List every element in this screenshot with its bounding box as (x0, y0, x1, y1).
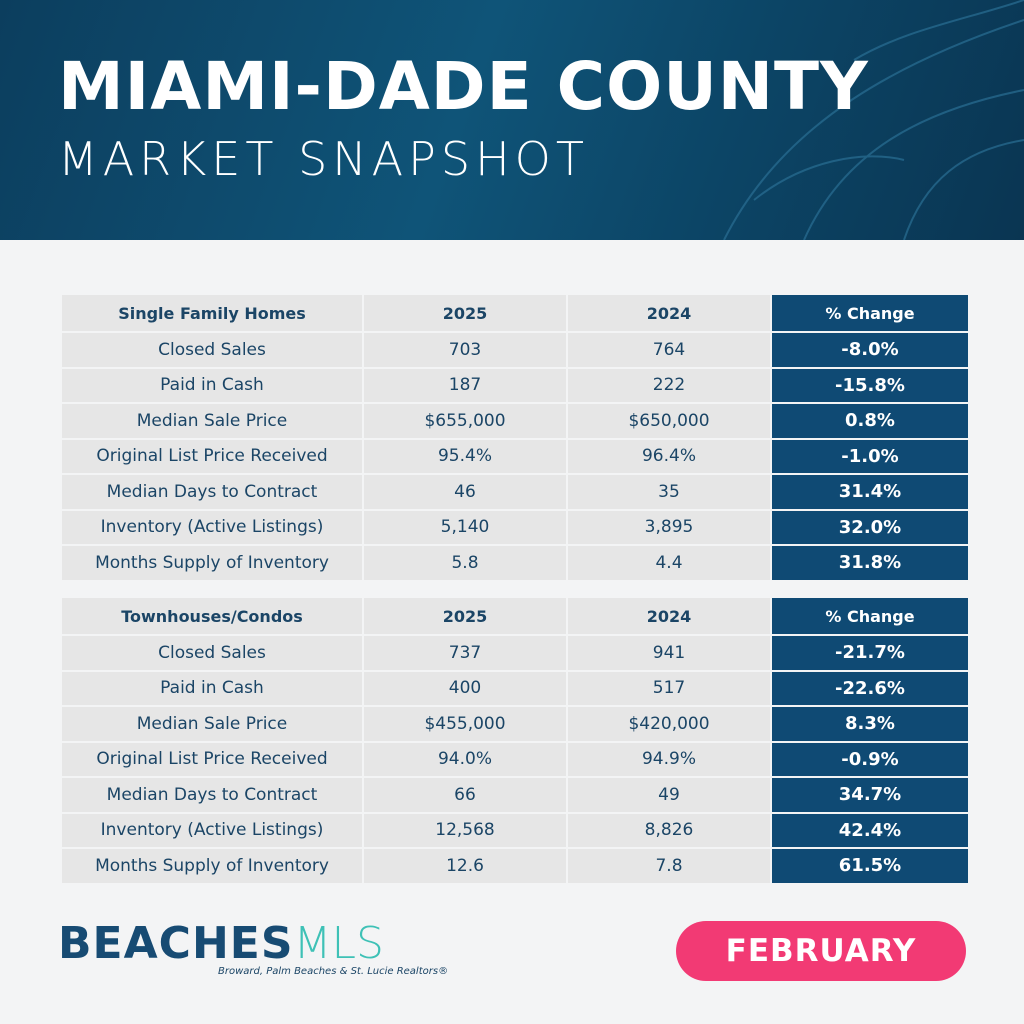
pct-change: 8.3% (772, 707, 968, 741)
value-2025: 94.0% (364, 742, 566, 776)
value-2025: 703 (364, 333, 566, 367)
table-row: Original List Price Received 94.0% 94.9% -0… (62, 742, 968, 776)
value-2025: 5,140 (364, 510, 566, 544)
table-row: Inventory (Active Listings) 5,140 3,895 32.… (62, 510, 968, 544)
header-2025: 2025 (364, 598, 566, 634)
pct-change: 61.5% (772, 849, 968, 883)
table-row: Median Sale Price $655,000 $650,000 0.8% (62, 404, 968, 438)
logo-tagline: Broward, Palm Beaches & St. Lucie Realto… (218, 966, 449, 977)
metric: Months Supply of Inventory (62, 849, 362, 883)
pct-change: -21.7% (772, 636, 968, 670)
table-row: Paid in Cash 187 222 -15.8% (62, 368, 968, 402)
pct-change: -22.6% (772, 671, 968, 705)
page-subtitle: MARKET SNAPSHOT (58, 132, 589, 186)
header-category: Single Family Homes (62, 295, 362, 331)
value-2025: 737 (364, 636, 566, 670)
palm-leaf-decoration (723, 0, 1024, 240)
table-row: Inventory (Active Listings) 12,568 8,826 42… (62, 813, 968, 847)
value-2025: 66 (364, 778, 566, 812)
table-row: Paid in Cash 400 517 -22.6% (62, 671, 968, 705)
value-2024: 517 (568, 671, 770, 705)
table-row: Closed Sales 703 764 -8.0% (62, 333, 968, 367)
table-row: Median Days to Contract 46 35 31.4% (62, 475, 968, 509)
value-2025: $455,000 (364, 707, 566, 741)
header-category: Townhouses/Condos (62, 598, 362, 634)
metric: Median Sale Price (62, 707, 362, 741)
header-pct-change: % Change (772, 598, 968, 634)
pct-change: -15.8% (772, 368, 968, 402)
table-row: Months Supply of Inventory 5.8 4.4 31.8% (62, 546, 968, 580)
metric: Paid in Cash (62, 368, 362, 402)
single-family-table: Single Family Homes 2025 2024 % Change C… (60, 293, 970, 582)
page-title: MIAMI-DADE COUNTY (58, 48, 869, 125)
townhouse-condo-table: Townhouses/Condos 2025 2024 % Change Clo… (60, 596, 970, 885)
value-2024: 4.4 (568, 546, 770, 580)
value-2025: 46 (364, 475, 566, 509)
metric: Median Days to Contract (62, 778, 362, 812)
value-2025: 187 (364, 368, 566, 402)
metric: Months Supply of Inventory (62, 546, 362, 580)
value-2024: 96.4% (568, 439, 770, 473)
metric: Closed Sales (62, 636, 362, 670)
metric: Original List Price Received (62, 439, 362, 473)
metric: Original List Price Received (62, 742, 362, 776)
pct-change: 42.4% (772, 813, 968, 847)
pct-change: -1.0% (772, 439, 968, 473)
pct-change: -8.0% (772, 333, 968, 367)
header-2025: 2025 (364, 295, 566, 331)
value-2025: 12.6 (364, 849, 566, 883)
table-row: Original List Price Received 95.4% 96.4% -1… (62, 439, 968, 473)
value-2024: 35 (568, 475, 770, 509)
logo-text-bold: BEACHES (58, 918, 294, 969)
metric: Closed Sales (62, 333, 362, 367)
pct-change: 31.4% (772, 475, 968, 509)
value-2024: 3,895 (568, 510, 770, 544)
value-2025: 12,568 (364, 813, 566, 847)
table-row: Closed Sales 737 941 -21.7% (62, 636, 968, 670)
pct-change: 31.8% (772, 546, 968, 580)
value-2025: 95.4% (364, 439, 566, 473)
table-row: Median Days to Contract 66 49 34.7% (62, 778, 968, 812)
value-2024: 764 (568, 333, 770, 367)
pct-change: 32.0% (772, 510, 968, 544)
header-banner: MIAMI-DADE COUNTY MARKET SNAPSHOT (0, 0, 1024, 240)
beaches-mls-logo: BEACHESMLS (58, 918, 384, 969)
metric: Inventory (Active Listings) (62, 813, 362, 847)
metric: Median Days to Contract (62, 475, 362, 509)
value-2025: $655,000 (364, 404, 566, 438)
logo-text-light: MLS (293, 918, 384, 969)
value-2024: 941 (568, 636, 770, 670)
table-header-row: Single Family Homes 2025 2024 % Change (62, 295, 968, 331)
table-row: Median Sale Price $455,000 $420,000 8.3% (62, 707, 968, 741)
value-2024: 8,826 (568, 813, 770, 847)
value-2024: $420,000 (568, 707, 770, 741)
value-2025: 400 (364, 671, 566, 705)
pct-change: -0.9% (772, 742, 968, 776)
value-2024: $650,000 (568, 404, 770, 438)
metric: Median Sale Price (62, 404, 362, 438)
table-header-row: Townhouses/Condos 2025 2024 % Change (62, 598, 968, 634)
header-2024: 2024 (568, 598, 770, 634)
header-2024: 2024 (568, 295, 770, 331)
metric: Inventory (Active Listings) (62, 510, 362, 544)
pct-change: 34.7% (772, 778, 968, 812)
metric: Paid in Cash (62, 671, 362, 705)
value-2024: 222 (568, 368, 770, 402)
value-2024: 49 (568, 778, 770, 812)
value-2024: 94.9% (568, 742, 770, 776)
table-row: Months Supply of Inventory 12.6 7.8 61.5% (62, 849, 968, 883)
value-2025: 5.8 (364, 546, 566, 580)
header-pct-change: % Change (772, 295, 968, 331)
pct-change: 0.8% (772, 404, 968, 438)
month-badge: FEBRUARY (676, 921, 966, 981)
value-2024: 7.8 (568, 849, 770, 883)
